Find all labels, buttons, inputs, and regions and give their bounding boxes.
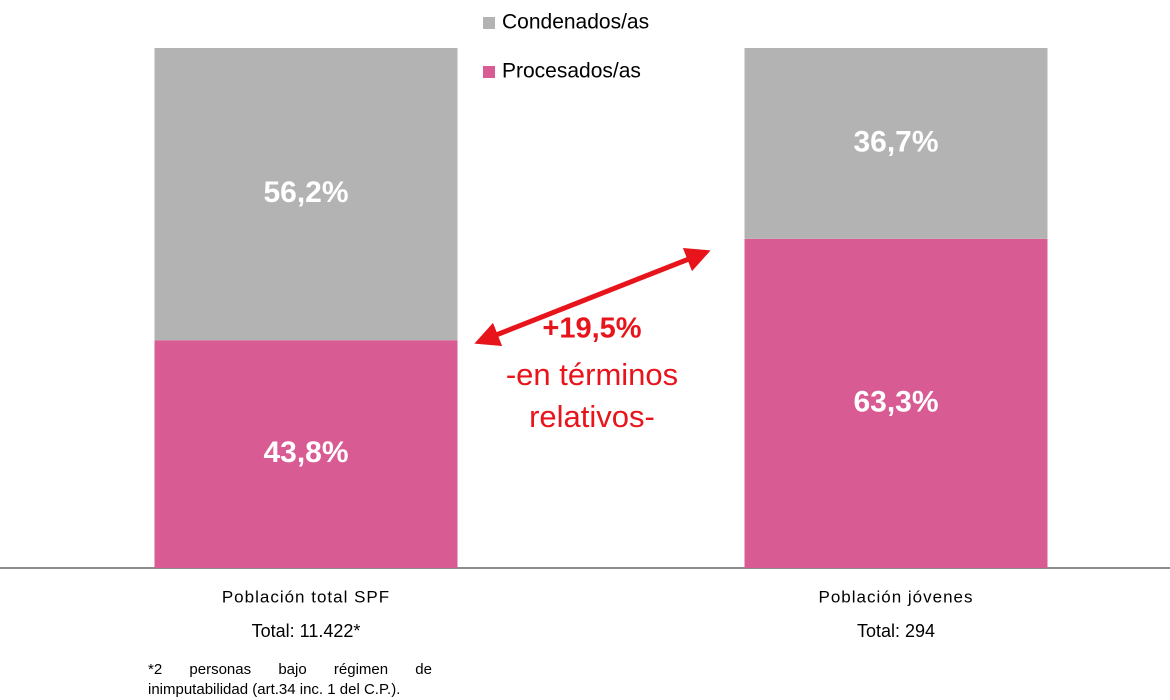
x-tick-label: Población jóvenes: [819, 587, 974, 606]
value-label: 36,7%: [853, 125, 938, 158]
annotation: +19,5%: [542, 313, 641, 345]
legend-label: Procesados/as: [502, 60, 641, 83]
annotation: -en términos: [506, 357, 678, 392]
legend-swatch: [483, 17, 495, 29]
bar-segment: [744, 238, 1048, 568]
bar-segment: [154, 340, 458, 568]
footnote: *2 personas bajo régimen de inimputabili…: [148, 661, 432, 698]
arrow: [474, 247, 711, 347]
x-tick-label: Población total SPF: [222, 587, 390, 606]
value-label: 56,2%: [263, 176, 348, 209]
category-note: Total: 294: [857, 621, 935, 641]
value-label: 43,8%: [263, 436, 348, 469]
annotation: relativos-: [529, 399, 655, 434]
category-note: Total: 11.422*: [252, 621, 361, 641]
bar-segment: [744, 48, 1048, 239]
legend-swatch: [483, 66, 495, 78]
bar-segment: [154, 48, 458, 341]
value-label: 63,3%: [853, 385, 938, 418]
legend-label: Condenados/as: [502, 11, 649, 34]
